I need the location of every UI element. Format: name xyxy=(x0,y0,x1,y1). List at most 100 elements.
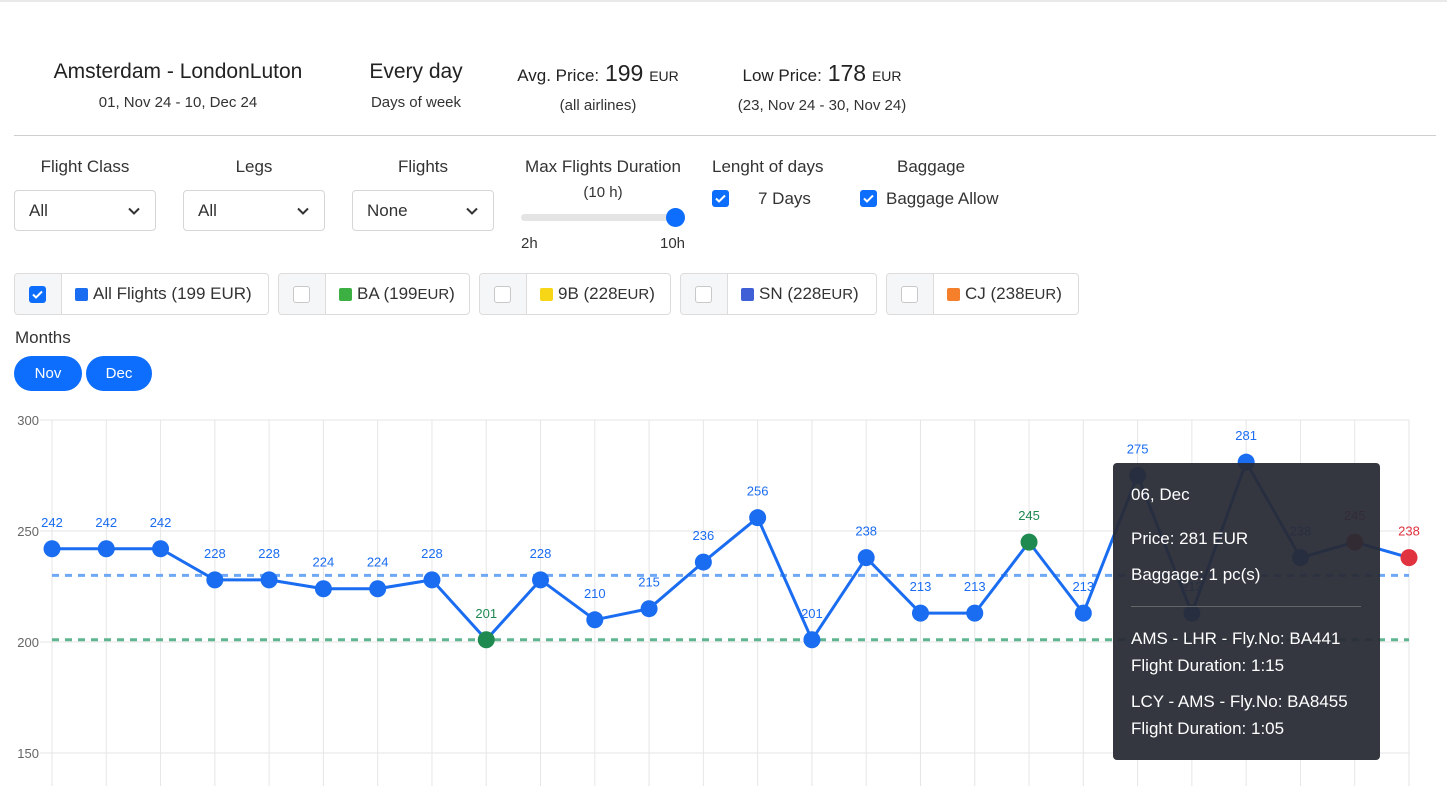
chart-tooltip: 06, Dec Price: 281 EUR Baggage: 1 pc(s) … xyxy=(1113,463,1380,760)
legs-value: All xyxy=(198,201,217,220)
tooltip-leg2: LCY - AMS - Fly.No: BA8455 xyxy=(1131,692,1348,711)
y-tick-label: 200 xyxy=(17,635,39,650)
chevron-down-icon xyxy=(128,207,140,215)
tooltip-leg2-duration: Flight Duration: 1:05 xyxy=(1131,719,1285,738)
airline-checkbox-9b[interactable] xyxy=(494,286,511,303)
airline-checkbox-sn[interactable] xyxy=(695,286,712,303)
frequency-summary: Every day Days of week xyxy=(346,60,486,111)
duration-max-label: 10h xyxy=(660,235,686,252)
y-tick-label: 300 xyxy=(17,413,39,428)
airline-pill-ba[interactable]: BA (199EUR) xyxy=(278,273,470,315)
price-point xyxy=(586,611,604,629)
price-label: 256 xyxy=(747,484,769,499)
flight-class-value: All xyxy=(29,201,48,220)
price-label: 242 xyxy=(95,515,117,530)
airline-pill-cj[interactable]: CJ (238EUR) xyxy=(886,273,1079,315)
price-label: 213 xyxy=(910,579,932,594)
tooltip-baggage: Baggage: 1 pc(s) xyxy=(1131,565,1261,584)
airline-color-swatch xyxy=(339,288,352,301)
price-point xyxy=(532,571,550,589)
price-point xyxy=(857,549,875,567)
airline-color-swatch xyxy=(75,288,88,301)
frequency-title: Every day xyxy=(369,60,463,83)
airline-pill-9b[interactable]: 9B (228EUR) xyxy=(479,273,671,315)
price-point xyxy=(803,631,821,649)
baggage-checkbox[interactable] xyxy=(860,190,877,207)
airline-label: BA (199EUR) xyxy=(357,284,455,303)
avg-price-value: 199 xyxy=(604,60,644,86)
price-point xyxy=(477,631,495,649)
baggage-option-label: Baggage Allow xyxy=(886,189,999,208)
duration-label: Max Flights Duration xyxy=(525,157,681,176)
price-label: 215 xyxy=(638,575,660,590)
avg-price-label: Avg. Price: xyxy=(517,66,600,85)
airline-label: All Flights (199 EUR) xyxy=(93,284,252,303)
month-button-nov[interactable]: Nov xyxy=(14,356,82,391)
low-price-unit: EUR xyxy=(871,68,902,84)
flights-value: None xyxy=(367,201,408,220)
months-label: Months xyxy=(15,328,71,347)
price-label: 210 xyxy=(584,586,606,601)
avg-price-unit: EUR xyxy=(649,68,679,84)
tooltip-divider xyxy=(1131,606,1361,607)
price-point xyxy=(152,540,170,558)
duration-min-label: 2h xyxy=(521,235,538,252)
price-point xyxy=(314,580,332,598)
price-point xyxy=(1020,533,1038,551)
price-label: 228 xyxy=(204,546,226,561)
price-label: 228 xyxy=(258,546,280,561)
price-label: 281 xyxy=(1235,428,1257,443)
price-label: 245 xyxy=(1018,508,1040,523)
duration-slider-track[interactable] xyxy=(521,214,677,221)
price-point xyxy=(423,571,441,589)
flight-class-label: Flight Class xyxy=(40,157,130,176)
price-point xyxy=(966,604,984,622)
flight-class-select[interactable]: All xyxy=(14,190,156,231)
price-label: 228 xyxy=(421,546,443,561)
price-label: 275 xyxy=(1127,442,1149,457)
airline-color-swatch xyxy=(947,288,960,301)
airline-label: SN (228EUR) xyxy=(759,284,859,303)
price-point xyxy=(911,604,929,622)
duration-value: (10 h) xyxy=(583,184,623,201)
price-point xyxy=(1074,604,1092,622)
price-label: 213 xyxy=(1072,579,1094,594)
price-label: 224 xyxy=(313,555,335,570)
y-tick-label: 150 xyxy=(17,746,39,761)
price-point xyxy=(260,571,278,589)
airline-label: 9B (228EUR) xyxy=(558,284,655,303)
check-icon xyxy=(32,290,43,299)
price-point xyxy=(369,580,387,598)
airline-checkbox-cj[interactable] xyxy=(901,286,918,303)
legs-select[interactable]: All xyxy=(183,190,325,231)
airline-pill-sn[interactable]: SN (228EUR) xyxy=(680,273,877,315)
flights-select[interactable]: None xyxy=(352,190,494,231)
route-dates: 01, Nov 24 - 10, Dec 24 xyxy=(98,94,258,111)
price-point xyxy=(640,600,658,618)
price-label: 238 xyxy=(1398,524,1420,539)
price-label: 224 xyxy=(367,555,389,570)
length-checkbox[interactable] xyxy=(712,190,729,207)
price-label: 228 xyxy=(530,546,552,561)
check-icon xyxy=(863,194,874,203)
airline-pill-all[interactable]: All Flights (199 EUR) xyxy=(14,273,269,315)
duration-slider-thumb[interactable] xyxy=(666,208,685,227)
tooltip-leg1-duration: Flight Duration: 1:15 xyxy=(1131,656,1285,675)
low-price-sub: (23, Nov 24 - 30, Nov 24) xyxy=(737,97,907,114)
price-point xyxy=(43,540,61,558)
legs-label: Legs xyxy=(235,157,273,176)
price-label: 242 xyxy=(150,515,172,530)
month-button-dec[interactable]: Dec xyxy=(86,356,152,391)
airline-checkbox-ba[interactable] xyxy=(293,286,310,303)
length-label: Lenght of days xyxy=(712,157,824,176)
flights-label: Flights xyxy=(397,157,449,176)
price-point xyxy=(206,571,224,589)
airline-checkbox-all[interactable] xyxy=(29,286,46,303)
route-title: Amsterdam - LondonLuton xyxy=(53,60,303,83)
top-border xyxy=(0,0,1447,2)
tooltip-date: 06, Dec xyxy=(1131,485,1190,504)
check-icon xyxy=(715,194,726,203)
chevron-down-icon xyxy=(466,207,478,215)
frequency-sub: Days of week xyxy=(370,94,462,111)
price-point xyxy=(1400,549,1418,567)
